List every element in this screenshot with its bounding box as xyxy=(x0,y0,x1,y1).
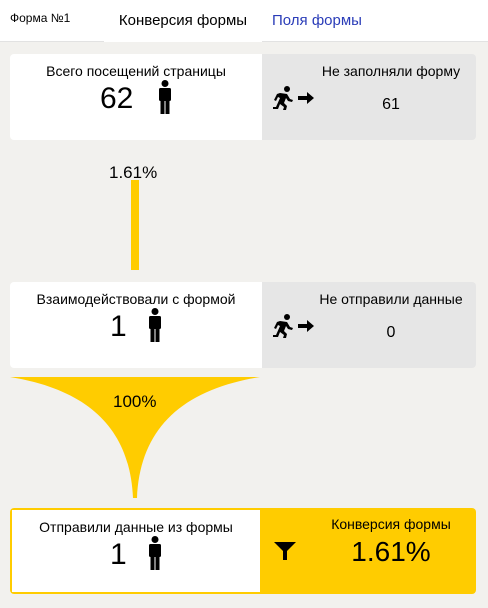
person-icon xyxy=(159,80,171,114)
step-submitted-value: 1 xyxy=(110,538,127,571)
conversion-value: 1.61% xyxy=(351,536,431,567)
transition-rate-1: 1.61% xyxy=(109,163,158,182)
step-submitted-main: Отправили данные из формы 1 xyxy=(10,508,262,594)
person-icon xyxy=(149,308,161,342)
arrow-right-icon xyxy=(298,320,314,332)
funnel-connector-2 xyxy=(10,377,260,498)
dropoff-2-value: 0 xyxy=(386,324,396,341)
step-visits-label: Всего посещений страницы xyxy=(46,63,226,79)
running-person-icon xyxy=(273,314,293,338)
conversion-label: Конверсия формы xyxy=(331,516,451,532)
funnel-step-visits: Всего посещений страницы 62 Не заполняли… xyxy=(10,54,476,140)
funnel-connector-1 xyxy=(131,180,139,270)
step-visits-value: 62 xyxy=(100,82,134,115)
tab-bar: Форма №1 Конверсия формы Поля формы xyxy=(0,0,488,42)
form-conversion-summary: Конверсия формы 1.61% xyxy=(262,508,476,594)
step-interacted-label: Взаимодействовали с формой xyxy=(36,291,236,307)
step-interacted-value: 1 xyxy=(110,310,127,343)
funnel-step-submitted: Отправили данные из формы 1 Конверсия фо… xyxy=(10,508,476,594)
step-interacted-dropoff: Не отправили данные 0 xyxy=(262,282,476,368)
step-visits-dropoff: Не заполняли форму 61 xyxy=(262,54,476,140)
running-person-icon xyxy=(273,86,293,110)
transition-rate-2: 100% xyxy=(113,392,157,411)
form-name: Форма №1 xyxy=(10,11,71,25)
dropoff-1-value: 61 xyxy=(382,96,400,113)
arrow-right-icon xyxy=(298,92,314,104)
tab-conversion[interactable]: Конверсия формы xyxy=(104,0,262,42)
step-interacted-main: Взаимодействовали с формой 1 xyxy=(10,282,262,368)
step-submitted-label: Отправили данные из формы xyxy=(39,519,233,535)
dropoff-2-label: Не отправили данные xyxy=(319,291,463,307)
tab-fields[interactable]: Поля формы xyxy=(272,12,362,29)
dropoff-1-label: Не заполняли форму xyxy=(321,63,461,79)
funnel-step-interacted: Взаимодействовали с формой 1 Не отправил… xyxy=(10,282,476,368)
step-visits-main: Всего посещений страницы 62 xyxy=(10,54,262,140)
person-icon xyxy=(149,536,161,570)
funnel-icon xyxy=(274,542,296,560)
